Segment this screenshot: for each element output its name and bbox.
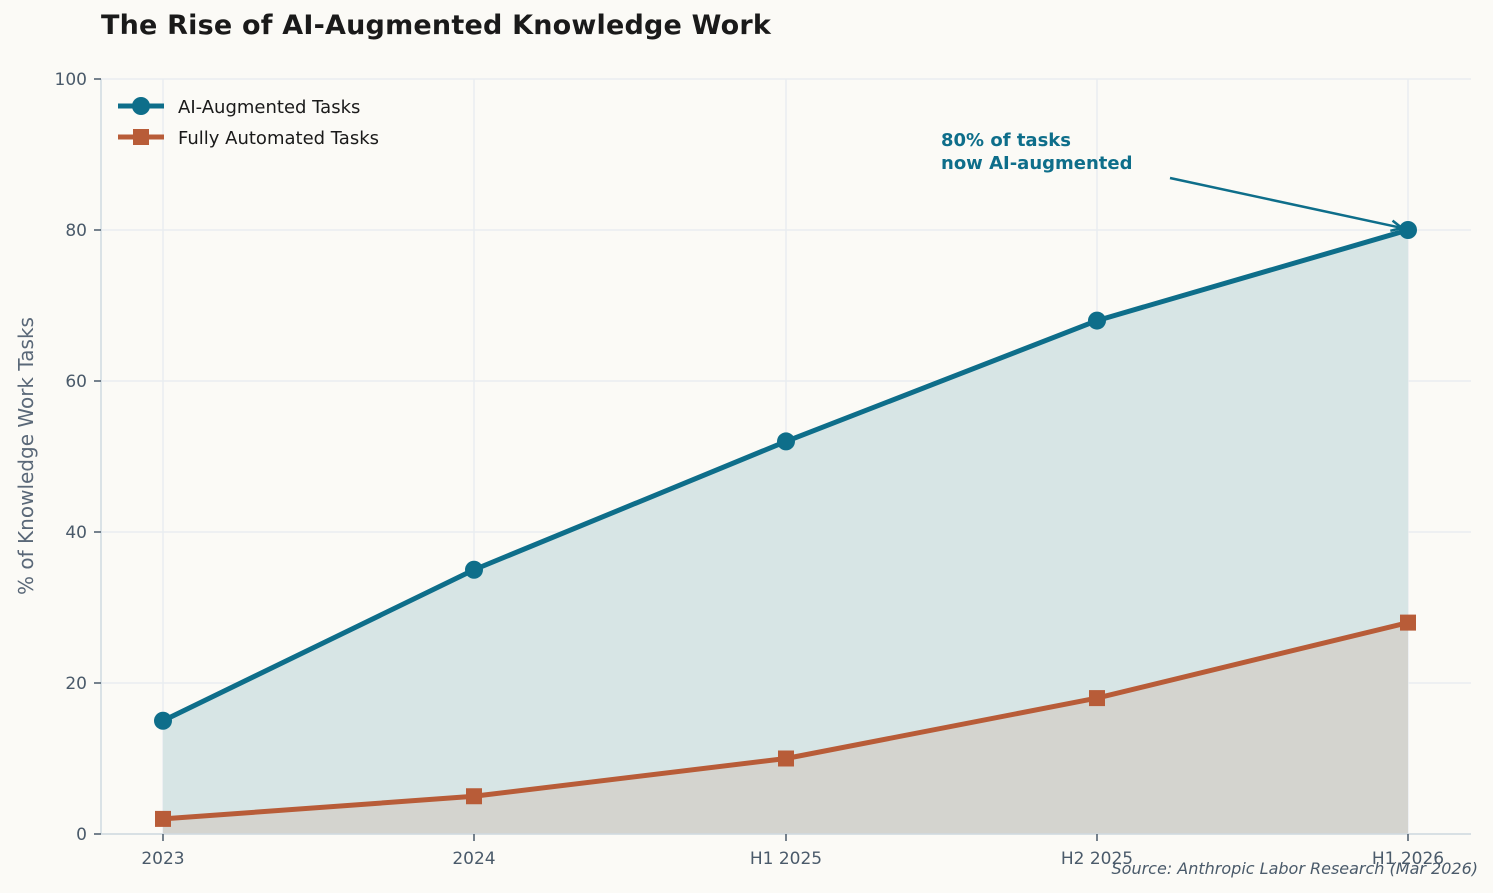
annotation-line-1: 80% of tasks: [941, 130, 1071, 151]
legend-label: AI-Augmented Tasks: [178, 97, 360, 118]
y-tick-label: 40: [65, 523, 87, 543]
data-point-circle: [777, 432, 795, 451]
data-point-square: [466, 788, 482, 805]
y-tick-label: 100: [55, 70, 87, 90]
data-point-square: [155, 810, 171, 827]
data-point-square: [1400, 614, 1416, 631]
y-axis-label: % of Knowledge Work Tasks: [14, 317, 38, 595]
data-series: [154, 221, 1417, 827]
annotation-arrow: [1169, 176, 1403, 230]
x-tick-label: H1 2025: [750, 849, 822, 869]
y-tick-label: 0: [76, 825, 87, 845]
x-tick-label: 2024: [452, 849, 495, 869]
x-tick-label: H1 2026: [1372, 849, 1444, 869]
annotation-line-2: now AI-augmented: [941, 153, 1133, 174]
x-axis-ticks: 2023 2024 H1 2025 H2 2025 H1 2026: [141, 834, 1444, 869]
data-point-circle: [1399, 221, 1417, 239]
annotation: 80% of tasks now AI-augmented: [941, 130, 1405, 233]
y-axis-ticks: 0 20 40 60 80 100: [55, 70, 101, 845]
y-tick-label: 20: [65, 674, 87, 694]
arrowhead-icon: [1390, 219, 1405, 233]
legend-square-icon: [133, 129, 149, 145]
data-point-circle: [1088, 311, 1106, 330]
fully-automated-area: [163, 622, 1408, 834]
legend-label: Fully Automated Tasks: [178, 128, 379, 149]
legend-circle-icon: [132, 97, 150, 115]
y-tick-label: 60: [65, 372, 87, 392]
chart-title: The Rise of AI-Augmented Knowledge Work: [101, 10, 772, 41]
source-note: Source: Anthropic Labor Research (Mar 20…: [1112, 859, 1478, 878]
data-point-circle: [154, 711, 172, 730]
ai-augmented-area: [163, 230, 1408, 819]
x-tick-label: H2 2025: [1061, 849, 1133, 869]
data-point-circle: [465, 560, 483, 579]
data-point-square: [1089, 690, 1105, 707]
legend: AI-Augmented Tasks Fully Automated Tasks: [118, 97, 379, 149]
x-tick-label: 2023: [141, 849, 184, 869]
data-point-square: [778, 750, 794, 767]
y-tick-label: 80: [65, 221, 87, 241]
area-fills: [163, 230, 1408, 834]
